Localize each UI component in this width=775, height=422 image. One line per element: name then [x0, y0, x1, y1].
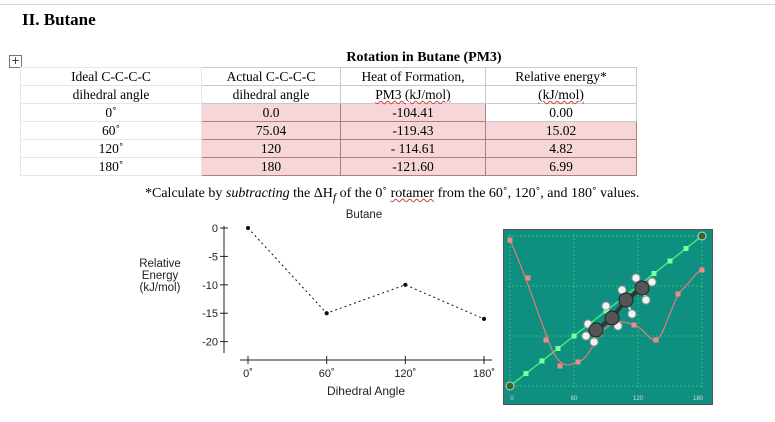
page-top-edge	[0, 0, 775, 5]
footnote-pre: *Calculate by	[145, 186, 226, 201]
y-tick-label: -15	[202, 308, 218, 320]
footnote-post2: from the 60˚, 120˚, and 180˚ values.	[434, 186, 640, 201]
x-tick-label: 180˚	[473, 368, 495, 380]
simulation-marker	[523, 371, 529, 376]
footnote-mid: the ΔH	[289, 186, 333, 201]
simulation-tick-label: 60	[571, 396, 578, 402]
table-row: 60˚ 75.04 -119.43 15.02	[20, 121, 637, 140]
table-caption: Rotation in Butane (PM3)	[346, 50, 502, 65]
table-row: 180˚ 180 -121.60 6.99	[20, 157, 637, 176]
section-heading: II. Butane	[22, 10, 96, 29]
table-header-row: dihedral angle dihedral angle PM3 (kJ/mo…	[20, 85, 637, 104]
butane-molecule-icon	[581, 273, 657, 347]
table-cell: 6.99	[485, 157, 637, 176]
table-cell: - 114.61	[340, 139, 486, 158]
simulation-marker	[675, 291, 681, 297]
y-axis-label-line: Relative	[139, 258, 181, 270]
simulation-marker	[653, 337, 659, 343]
simulation-marker	[571, 333, 577, 339]
table-cell: 0.0	[201, 103, 341, 122]
y-axis-label-line: Energy	[142, 270, 179, 282]
table-cell: 120˚	[20, 139, 202, 158]
y-axis-label-line: (kJ/mol)	[140, 282, 181, 294]
simulation-marker	[651, 271, 657, 276]
header-cell: (kJ/mol)	[485, 85, 637, 104]
x-tick-label: 120˚	[394, 368, 416, 380]
x-axis-label: Dihedral Angle	[327, 384, 405, 398]
y-tick-label: -20	[202, 337, 218, 349]
x-tick-label: 60˚	[319, 368, 335, 380]
header-cell: Relative energy*	[485, 67, 637, 86]
rotation-table: Ideal C-C-C-C Actual C-C-C-C Heat of For…	[20, 67, 637, 176]
header-cell: dihedral angle	[201, 85, 341, 104]
footnote-subscript: f	[332, 190, 337, 204]
simulation-marker	[507, 237, 513, 243]
x-tick-label: 0˚	[243, 368, 253, 380]
table-row: 120˚ 120 - 114.61 4.82	[20, 139, 637, 158]
simulation-corner-handle	[697, 231, 707, 241]
y-tick-label: -5	[208, 251, 218, 263]
header-cell-text: PM3 (kJ/mol)	[375, 87, 451, 102]
data-point	[403, 282, 408, 287]
table-cell: 120	[201, 139, 341, 158]
butane-energy-chart: Butane 0 -5 -10 -15 -20 0˚ 60˚ 120˚ 180˚ Dihedral …	[139, 209, 495, 398]
table-cell: 180	[201, 157, 341, 176]
header-cell: Heat of Formation,	[340, 67, 486, 86]
table-move-handle-icon[interactable]: +	[9, 54, 22, 68]
simulation-marker	[557, 363, 563, 369]
simulation-marker	[555, 346, 561, 351]
data-point	[324, 311, 329, 316]
data-point	[481, 316, 487, 322]
simulation-marker	[525, 275, 531, 281]
footnote-post1: of the 0˚	[336, 186, 391, 201]
simulation-marker	[539, 358, 545, 364]
simulation-marker	[543, 337, 549, 343]
header-cell: dihedral angle	[20, 85, 202, 104]
table-cell: -119.43	[340, 121, 486, 140]
simulation-marker	[699, 267, 705, 273]
table-header-row: Ideal C-C-C-C Actual C-C-C-C Heat of For…	[20, 67, 637, 86]
table-cell: -104.41	[340, 103, 486, 122]
simulation-marker	[667, 258, 673, 264]
table-row: 0˚ 0.0 -104.41 0.00	[20, 103, 637, 122]
simulation-marker	[575, 359, 581, 365]
header-cell: Ideal C-C-C-C	[20, 67, 202, 86]
header-cell: Actual C-C-C-C	[201, 67, 341, 86]
chart-title: Butane	[346, 209, 382, 221]
footnote-italic: subtracting	[225, 186, 290, 201]
data-point	[245, 225, 251, 231]
simulation-corner-handle	[505, 381, 515, 391]
footnote-rotamer: rotamer	[390, 186, 435, 201]
simulation-tick-label: 180	[693, 396, 704, 402]
table-footnote: *Calculate by subtracting the ΔHf of the…	[145, 186, 639, 204]
table-cell: 4.82	[485, 139, 637, 158]
table-cell: -121.60	[340, 157, 486, 176]
simulation-marker	[603, 308, 609, 314]
rotation-simulation-panel[interactable]: 0 60 120 180	[503, 229, 713, 405]
simulation-plot: 0 60 120 180	[505, 231, 707, 402]
y-tick-label: -10	[202, 280, 218, 292]
simulation-marker	[631, 322, 637, 328]
header-cell: PM3 (kJ/mol)	[340, 85, 486, 104]
table-cell: 60˚	[20, 121, 202, 140]
table-cell: 15.02	[485, 121, 637, 140]
simulation-marker	[683, 246, 689, 251]
table-cell: 180˚	[20, 157, 202, 176]
table-cell: 0˚	[20, 103, 202, 122]
header-cell-text: (kJ/mol)	[538, 87, 584, 102]
simulation-tick-label: 0	[510, 396, 514, 402]
table-cell: 75.04	[201, 121, 341, 140]
y-tick-label: 0	[212, 223, 218, 235]
table-cell: 0.00	[485, 103, 637, 122]
simulation-tick-label: 120	[633, 396, 644, 402]
series-line	[247, 227, 485, 320]
